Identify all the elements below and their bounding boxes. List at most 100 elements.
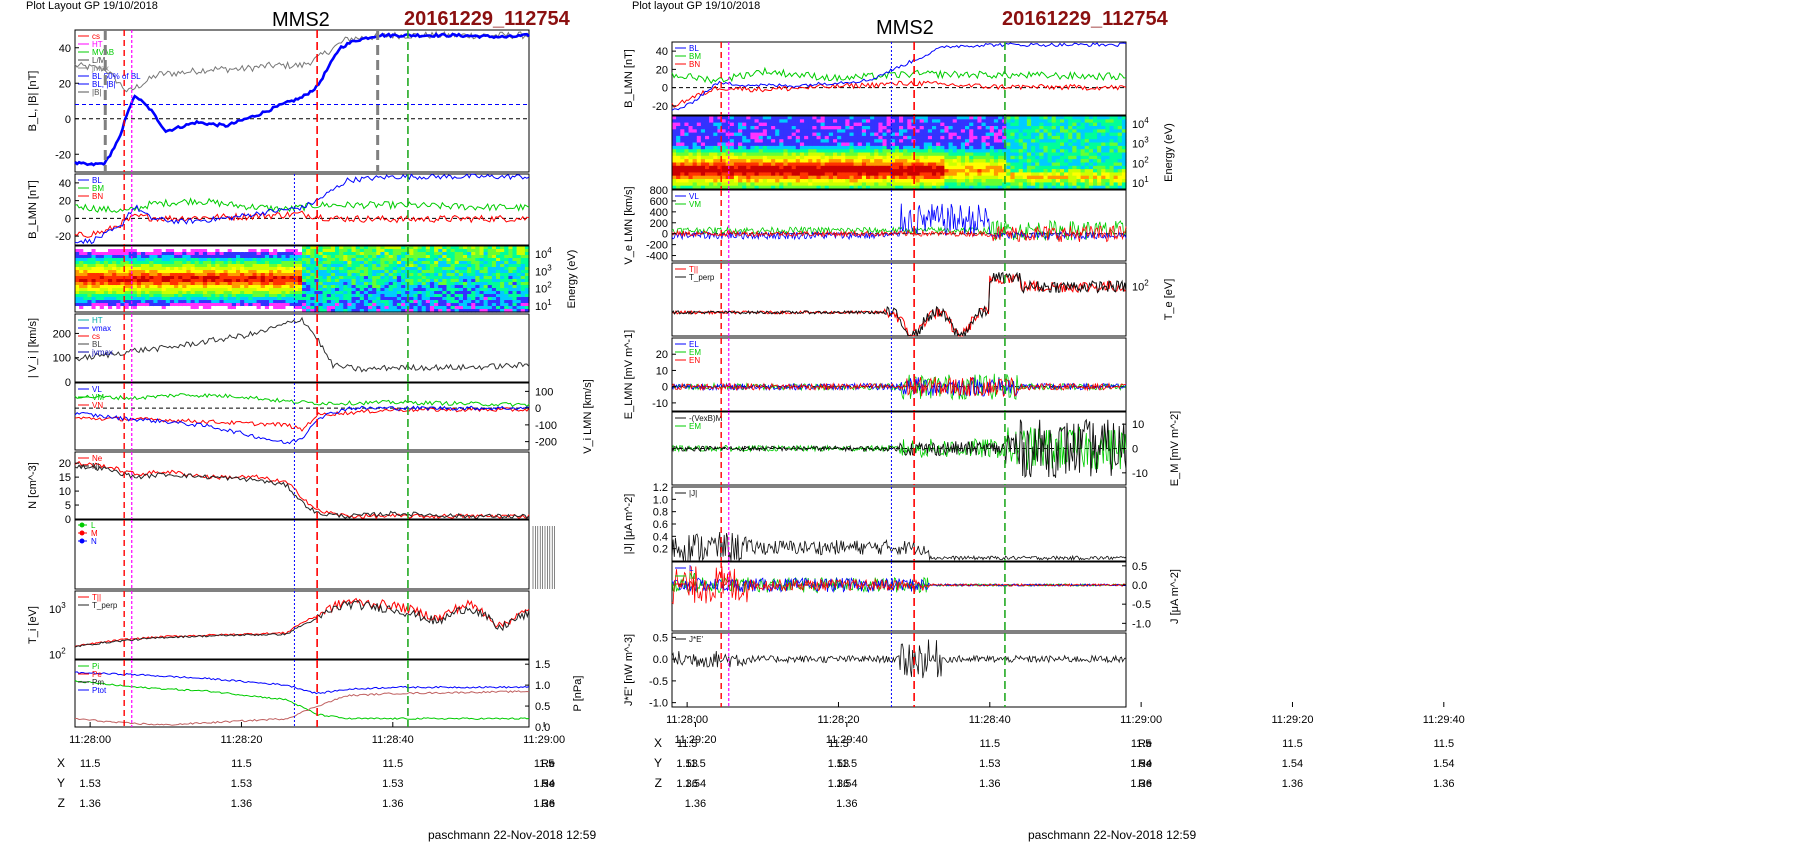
heatmap-cell <box>713 179 718 183</box>
heatmap-cell <box>1039 159 1044 163</box>
heatmap-cell <box>1068 179 1073 183</box>
heatmap-cell <box>825 179 830 183</box>
heatmap-cell <box>796 159 801 163</box>
heatmap-cell <box>928 123 933 127</box>
heatmap-cell <box>1019 159 1024 163</box>
heatmap-cell <box>829 123 834 127</box>
heatmap-cell <box>920 179 925 183</box>
heatmap-cell <box>750 123 755 127</box>
heatmap-cell <box>887 123 892 127</box>
heatmap-cell <box>837 179 842 183</box>
heatmap-cell <box>672 159 677 163</box>
heatmap-cell <box>680 159 685 163</box>
heatmap-cell <box>1035 159 1040 163</box>
heatmap-cell <box>1052 179 1057 183</box>
panel-vi-lmn <box>75 383 529 450</box>
heatmap-cell <box>1060 123 1065 127</box>
y-tick-label: 104 <box>535 246 552 261</box>
heatmap-cell <box>1015 179 1020 183</box>
heatmap-cell <box>932 179 937 183</box>
y-tick-label: 40 <box>59 43 71 55</box>
heatmap-cell <box>792 143 797 147</box>
heatmap-cell <box>1085 123 1090 127</box>
y-tick-label: -20 <box>55 149 71 161</box>
panel-ylabel-right: V_i LMN [km/s] <box>582 379 594 454</box>
heatmap-cell <box>936 123 941 127</box>
heatmap-cell <box>750 179 755 183</box>
heatmap-cell <box>829 143 834 147</box>
heatmap-cell <box>862 123 867 127</box>
heatmap-cell <box>874 179 879 183</box>
heatmap-cell <box>986 123 991 127</box>
heatmap-cell <box>837 143 842 147</box>
position-value: 11.5 <box>80 758 101 770</box>
panel-ylabel: B_L, |B| [nT] <box>27 71 39 132</box>
y-tick-label: 100 <box>53 353 71 365</box>
heatmap-cell <box>693 143 698 147</box>
heatmap-cell <box>804 123 809 127</box>
heatmap-cell <box>916 123 921 127</box>
heatmap-cell <box>936 179 941 183</box>
heatmap-cell <box>841 179 846 183</box>
heatmap-cell <box>924 179 929 183</box>
series-BN-line <box>672 81 1126 107</box>
heatmap-cell <box>994 159 999 163</box>
heatmap-cell <box>746 159 751 163</box>
y-tick-label: 10 <box>59 486 71 498</box>
heatmap-cell <box>800 123 805 127</box>
heatmap-cell <box>1097 159 1102 163</box>
panel-b-lmn <box>672 42 1126 115</box>
heatmap-cell <box>899 179 904 183</box>
heatmap-cell <box>1048 123 1053 127</box>
heatmap-cell <box>1027 123 1032 127</box>
heatmap-cell <box>850 143 855 147</box>
heatmap-cell <box>920 143 925 147</box>
heatmap-cell <box>969 179 974 183</box>
heatmap-cell <box>767 123 772 127</box>
panel-empty <box>75 520 529 589</box>
y-tick-label: 101 <box>535 298 552 313</box>
heatmap-cell <box>759 123 764 127</box>
heatmap-cell <box>779 123 784 127</box>
heatmap-cell <box>1010 159 1015 163</box>
position-value: 1.53 <box>231 778 252 790</box>
heatmap-cell <box>841 143 846 147</box>
position-value: 1.36 <box>382 798 403 810</box>
heatmap-cell <box>1044 159 1049 163</box>
heatmap-cell <box>973 179 978 183</box>
panel-ylabel: B_LMN [nT] <box>623 49 635 108</box>
legend-label: T_perp <box>92 601 118 610</box>
heatmap-cell <box>821 179 826 183</box>
series-Pi-line <box>75 680 529 719</box>
heatmap-cell <box>870 143 875 147</box>
heatmap-cell <box>858 123 863 127</box>
heatmap-cell <box>969 159 974 163</box>
heatmap-cell <box>783 123 788 127</box>
heatmap-cell <box>808 179 813 183</box>
heatmap-cell <box>705 143 710 147</box>
y-tick-label: 0.5 <box>535 701 550 713</box>
heatmap-cell <box>808 143 813 147</box>
heatmap-cell <box>903 143 908 147</box>
heatmap-cell <box>812 123 817 127</box>
heatmap-cell <box>709 179 714 183</box>
heatmap-cell <box>746 179 751 183</box>
heatmap-cell <box>746 143 751 147</box>
heatmap-cell <box>1068 123 1073 127</box>
heatmap-cell <box>1023 123 1028 127</box>
heatmap-cell <box>1044 143 1049 147</box>
heatmap-cell <box>693 179 698 183</box>
series-Pm-line <box>75 691 529 726</box>
position-value: 1.36 <box>231 798 252 810</box>
heatmap-cell <box>949 123 954 127</box>
panel-ylabel-right: Energy (eV) <box>566 250 578 309</box>
heatmap-cell <box>854 143 859 147</box>
heatmap-cell <box>990 123 995 127</box>
heatmap-cell <box>676 143 681 147</box>
heatmap-cell <box>829 179 834 183</box>
heatmap-cell <box>1081 143 1086 147</box>
position-value: 11.5 <box>231 758 252 770</box>
heatmap-cell <box>1006 143 1011 147</box>
heatmap-cell <box>977 123 982 127</box>
x-tick-label: 11:28:40 <box>372 734 414 746</box>
